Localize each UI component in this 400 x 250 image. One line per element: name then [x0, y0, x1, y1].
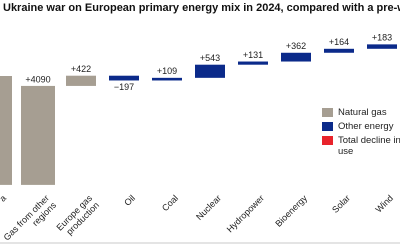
legend-swatch	[322, 108, 333, 117]
value-label: +131	[243, 50, 263, 60]
bar	[238, 61, 268, 65]
bar	[324, 48, 354, 53]
bar	[109, 75, 139, 81]
bar	[367, 44, 397, 49]
value-label: +109	[157, 66, 177, 76]
value-label: +4090	[25, 74, 50, 84]
value-label: +164	[329, 37, 349, 47]
bar	[152, 77, 182, 81]
bar	[195, 64, 225, 78]
value-label: +422	[71, 64, 91, 74]
legend-swatch	[322, 136, 333, 145]
legend-label: Total decline in use	[338, 135, 400, 157]
legend-label: Other energy	[338, 121, 394, 132]
legend-label: Natural gas	[338, 107, 387, 118]
legend-swatch	[322, 122, 333, 131]
value-label: +543	[200, 53, 220, 63]
chart-title: Ukraine war on European primary energy m…	[3, 2, 400, 14]
bar	[66, 75, 96, 86]
value-label: +183	[372, 33, 392, 43]
bar	[0, 76, 12, 185]
bar	[281, 52, 311, 62]
value-label: +362	[286, 41, 306, 51]
bar	[21, 85, 55, 185]
value-label: −197	[114, 82, 134, 92]
